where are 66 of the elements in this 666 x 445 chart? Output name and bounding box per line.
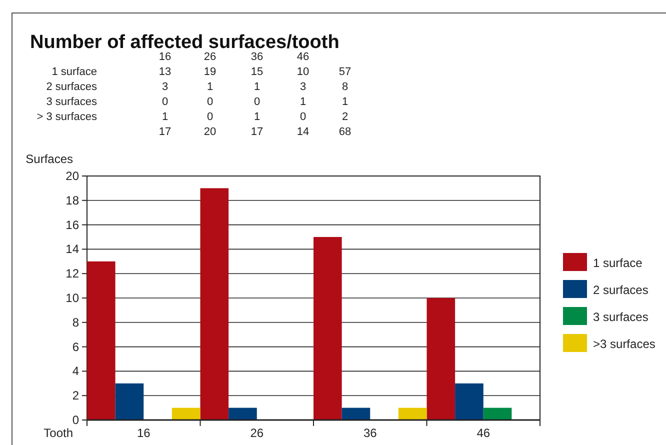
bar	[455, 383, 484, 420]
y-tick-label: 3 surfaces	[46, 96, 98, 108]
bar	[228, 408, 257, 420]
x-tick-label: 46	[476, 426, 490, 440]
bar	[314, 237, 342, 420]
data-label: 2	[342, 111, 348, 123]
x-tick-label: 46	[296, 51, 310, 63]
y-tick-label: 20	[66, 169, 80, 183]
y-tick-label: 4	[72, 364, 80, 378]
bar	[200, 188, 229, 420]
x-tick-label: 36	[363, 426, 378, 440]
data-label: 0	[206, 96, 214, 108]
data-label: 0	[300, 111, 306, 123]
data-label: 1	[342, 96, 348, 108]
y-tick-label: 2 surfaces	[46, 81, 98, 93]
y-tick-label: > 3 surfaces	[36, 111, 98, 123]
x-tick-label: 16	[158, 51, 172, 63]
data-label: 10	[296, 66, 310, 78]
data-label: 1	[254, 111, 260, 123]
y-tick-label: 18	[66, 193, 80, 208]
y-tick-label: 8	[72, 315, 80, 330]
y-tick-label: 14	[66, 242, 80, 256]
bar	[426, 298, 456, 420]
x-tick-label: 36	[250, 51, 264, 63]
legend-label: 2 surfaces	[593, 283, 648, 297]
data-label: 3	[300, 81, 306, 93]
data-label: 20	[204, 126, 216, 138]
bar	[398, 408, 427, 420]
legend-label: 1 surface	[593, 256, 643, 270]
y-tick-label: 0	[72, 413, 80, 427]
x-tick-label: 26	[250, 426, 264, 440]
data-label: 1	[162, 111, 168, 123]
y-tick-label: 16	[66, 218, 80, 232]
data-label: 0	[162, 96, 168, 108]
x-tick-label: 26	[204, 51, 216, 63]
legend-label: 3 surfaces	[593, 310, 648, 324]
data-label: 19	[204, 66, 216, 78]
data-label: 0	[254, 96, 260, 108]
bar	[87, 261, 116, 420]
data-label: 1	[300, 96, 306, 108]
bar	[115, 383, 144, 420]
chart-title: Number of affected surfaces/tooth	[30, 32, 340, 53]
data-label: 8	[342, 81, 348, 93]
data-label: 1	[206, 81, 214, 93]
x-axis-title: Tooth	[44, 426, 73, 440]
data-label: 57	[338, 66, 352, 78]
y-tick-label: 10	[66, 291, 80, 305]
x-tick-label: 16	[136, 426, 151, 440]
data-label: 13	[158, 66, 172, 78]
y-tick-label: 6	[72, 340, 80, 354]
legend-label: >3 surfaces	[593, 337, 656, 351]
data-label: 14	[296, 126, 310, 138]
bar	[483, 408, 512, 420]
data-label: 15	[250, 66, 264, 78]
data-label: 3	[162, 81, 168, 93]
data-label: 17	[158, 126, 172, 138]
data-label: 17	[250, 126, 264, 138]
y-axis-title: Surfaces	[26, 152, 73, 166]
data-label: 68	[338, 126, 352, 138]
data-label: 0	[206, 111, 214, 123]
bar	[172, 408, 200, 420]
y-tick-label: 12	[66, 266, 80, 281]
y-tick-label: 1 surface	[52, 66, 97, 78]
bar	[342, 408, 370, 420]
y-tick-label: 2	[72, 388, 80, 403]
data-label: 1	[254, 81, 260, 93]
